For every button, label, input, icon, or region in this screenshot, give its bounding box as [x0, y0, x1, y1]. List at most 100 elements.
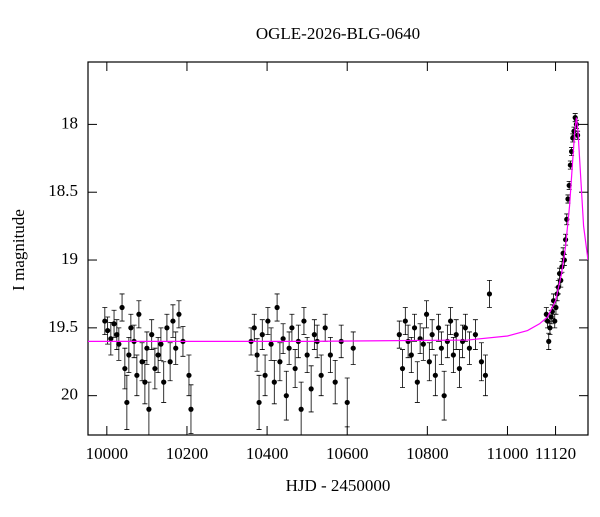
data-point [304, 352, 310, 358]
data-point [271, 379, 277, 385]
data-point [466, 345, 473, 351]
data-point [432, 372, 438, 378]
data-point [411, 325, 418, 331]
data-point [167, 359, 173, 365]
data-point [405, 338, 411, 345]
data-point [548, 314, 554, 320]
data-point [274, 304, 280, 311]
y-tick-label: 19.5 [48, 317, 78, 336]
data-point [322, 325, 328, 331]
data-point [546, 338, 552, 345]
chart-title: OGLE-2026-BLG-0640 [256, 24, 420, 43]
data-point [155, 352, 161, 358]
data-point [119, 304, 125, 311]
data-point [108, 336, 114, 342]
data-point [553, 304, 559, 311]
data-point [292, 365, 298, 372]
data-point [420, 341, 426, 347]
data-point [435, 325, 442, 331]
y-tick-label: 19 [61, 249, 78, 268]
data-point [114, 332, 120, 338]
data-point [552, 318, 558, 324]
data-point [402, 318, 408, 324]
data-point [158, 341, 164, 347]
data-point [308, 386, 314, 392]
data-point [462, 325, 469, 331]
data-point [161, 379, 167, 385]
x-axis-label: HJD - 2450000 [286, 476, 391, 495]
data-point [298, 406, 304, 412]
data-point [116, 341, 122, 347]
data-point [482, 372, 489, 378]
x-tick-label: 10800 [406, 444, 449, 463]
data-point [426, 359, 432, 365]
plot-frame [87, 61, 589, 436]
data-point [170, 318, 176, 324]
y-axis-label: I magnitude [9, 209, 28, 291]
data-point [311, 332, 317, 338]
y-tick-label: 20 [61, 385, 78, 404]
x-tick-label: 11120 [535, 444, 576, 463]
data-point [128, 325, 134, 331]
data-point [450, 352, 456, 358]
data-point [327, 352, 333, 358]
data-point [173, 345, 179, 351]
data-point [344, 399, 350, 406]
data-point [318, 372, 324, 378]
data-point [188, 406, 194, 412]
y-tick-label: 18 [61, 113, 78, 132]
data-point [262, 372, 268, 378]
data-point [396, 332, 402, 338]
data-point [139, 359, 145, 365]
data-point [186, 372, 192, 378]
data-point [567, 162, 573, 168]
x-tick-label: 10400 [246, 444, 289, 463]
data-point [283, 393, 289, 399]
data-point [332, 379, 338, 385]
data-point [164, 325, 170, 331]
data-point [176, 311, 182, 317]
data-point [486, 291, 493, 297]
x-tick-label: 10200 [166, 444, 209, 463]
data-point [259, 332, 265, 338]
x-tick-label: 10000 [86, 444, 129, 463]
data-point [547, 325, 553, 331]
data-point [399, 365, 406, 372]
data-point [289, 325, 295, 331]
data-point [478, 359, 485, 365]
data-point [136, 311, 142, 317]
data-point [146, 406, 152, 412]
data-point [254, 352, 260, 358]
model-line [88, 117, 588, 343]
data-point [102, 318, 108, 324]
data-point [149, 332, 155, 338]
data-point [408, 352, 414, 358]
data-point [444, 338, 450, 345]
data-point [256, 399, 262, 406]
data-point [414, 379, 420, 385]
y-tick-label: 18.5 [48, 181, 78, 200]
x-tick-label: 11000 [487, 444, 529, 463]
data-point [441, 393, 447, 399]
data-point [134, 372, 140, 378]
x-tick-label: 10600 [326, 444, 369, 463]
data-point [144, 345, 150, 351]
data-point [277, 359, 283, 365]
data-point [111, 321, 117, 327]
data-point [350, 345, 356, 351]
data-point [286, 345, 292, 351]
data-point [105, 327, 111, 334]
data-point [447, 318, 454, 324]
data-point [438, 345, 444, 351]
data-point [565, 196, 571, 202]
data-point [152, 365, 158, 372]
data-point [429, 332, 435, 338]
data-point [268, 341, 274, 347]
data-point [126, 352, 132, 358]
data-point [423, 311, 430, 317]
data-point [472, 332, 479, 338]
data-point [453, 332, 459, 338]
data-point [456, 365, 462, 372]
data-point [124, 399, 130, 406]
